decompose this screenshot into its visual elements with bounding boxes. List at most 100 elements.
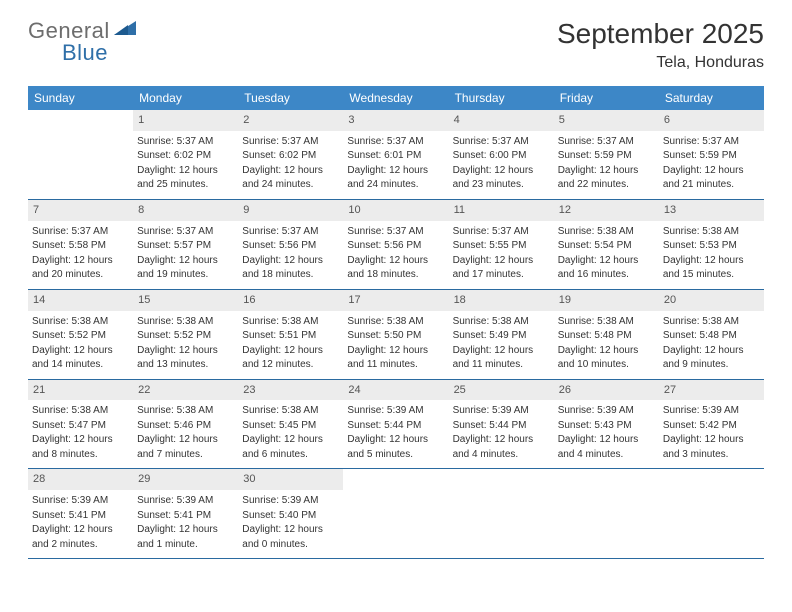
day-number: 14 bbox=[28, 290, 133, 311]
sunset-line: Sunset: 5:47 PM bbox=[32, 419, 129, 433]
location: Tela, Honduras bbox=[557, 54, 764, 72]
sunset-line: Sunset: 5:55 PM bbox=[453, 239, 550, 253]
daylight-line: Daylight: 12 hours bbox=[453, 164, 550, 178]
day-cell: 14Sunrise: 5:38 AMSunset: 5:52 PMDayligh… bbox=[28, 290, 133, 379]
daylight-line: Daylight: 12 hours bbox=[558, 344, 655, 358]
sunset-line: Sunset: 5:53 PM bbox=[663, 239, 760, 253]
sunrise-line: Sunrise: 5:37 AM bbox=[453, 225, 550, 239]
sunset-line: Sunset: 5:57 PM bbox=[137, 239, 234, 253]
day-number: 1 bbox=[133, 110, 238, 131]
sunset-line: Sunset: 5:59 PM bbox=[558, 149, 655, 163]
daylight-line: Daylight: 12 hours bbox=[453, 433, 550, 447]
sunrise-line: Sunrise: 5:38 AM bbox=[663, 315, 760, 329]
daylight-line: Daylight: 12 hours bbox=[558, 254, 655, 268]
daylight-line: Daylight: 12 hours bbox=[137, 523, 234, 537]
daylight-line-2: and 8 minutes. bbox=[32, 448, 129, 462]
day-number: 17 bbox=[343, 290, 448, 311]
sunrise-line: Sunrise: 5:37 AM bbox=[32, 225, 129, 239]
sunset-line: Sunset: 5:40 PM bbox=[242, 509, 339, 523]
sunrise-line: Sunrise: 5:39 AM bbox=[558, 404, 655, 418]
week-row: 14 Sunrise: 5:38 AM Sunset: 5:52 PM Dayligh… bbox=[28, 290, 764, 380]
sunrise-line: Sunrise: 5:38 AM bbox=[558, 225, 655, 239]
week-row: 28Sunrise: 5:39 AMSunset: 5:41 PMDayligh… bbox=[28, 469, 764, 559]
sunset-line: Sunset: 5:48 PM bbox=[663, 329, 760, 343]
sunrise-line: Sunrise: 5:38 AM bbox=[453, 315, 550, 329]
day-number: 24 bbox=[343, 380, 448, 401]
sunrise-line: Sunrise: 5:39 AM bbox=[137, 494, 234, 508]
daylight-line: Daylight: 12 hours bbox=[453, 254, 550, 268]
day-cell: 19Sunrise: 5:38 AMSunset: 5:48 PMDayligh… bbox=[554, 290, 659, 379]
daylight-line-2: and 11 minutes. bbox=[347, 358, 444, 372]
day-cell: 2Sunrise: 5:37 AMSunset: 6:02 PMDaylight… bbox=[238, 110, 343, 199]
sunrise-line: Sunrise: 5:37 AM bbox=[137, 225, 234, 239]
sunset-line: Sunset: 5:58 PM bbox=[32, 239, 129, 253]
sunrise-line: Sunrise: 5:39 AM bbox=[663, 404, 760, 418]
sunset-line: Sunset: 5:42 PM bbox=[663, 419, 760, 433]
daylight-line-2: and 6 minutes. bbox=[242, 448, 339, 462]
day-cell: 18Sunrise: 5:38 AMSunset: 5:49 PMDayligh… bbox=[449, 290, 554, 379]
daylight-line: Daylight: 12 hours bbox=[137, 164, 234, 178]
sunset-line: Sunset: 6:02 PM bbox=[137, 149, 234, 163]
day-number: 2 bbox=[238, 110, 343, 131]
day-number: 3 bbox=[343, 110, 448, 131]
day-cell: 28Sunrise: 5:39 AMSunset: 5:41 PMDayligh… bbox=[28, 469, 133, 558]
daylight-line-2: and 18 minutes. bbox=[242, 268, 339, 282]
day-cell: 25Sunrise: 5:39 AMSunset: 5:44 PMDayligh… bbox=[449, 380, 554, 469]
daylight-line: Daylight: 12 hours bbox=[242, 344, 339, 358]
daylight-line: Daylight: 12 hours bbox=[347, 254, 444, 268]
sunset-line: Sunset: 5:43 PM bbox=[558, 419, 655, 433]
day-cell: 22Sunrise: 5:38 AMSunset: 5:46 PMDayligh… bbox=[133, 380, 238, 469]
sunrise-line: Sunrise: 5:39 AM bbox=[453, 404, 550, 418]
sunrise-line: Sunrise: 5:38 AM bbox=[242, 404, 339, 418]
daylight-line-2: and 16 minutes. bbox=[558, 268, 655, 282]
daylight-line-2: and 18 minutes. bbox=[347, 268, 444, 282]
sunset-line: Sunset: 5:52 PM bbox=[137, 329, 234, 343]
daylight-line: Daylight: 12 hours bbox=[663, 433, 760, 447]
daylight-line-2: and 20 minutes. bbox=[32, 268, 129, 282]
day-cell: . bbox=[659, 469, 764, 558]
daylight-line: Daylight: 12 hours bbox=[242, 523, 339, 537]
month-title: September 2025 bbox=[557, 18, 764, 50]
sunset-line: Sunset: 5:41 PM bbox=[32, 509, 129, 523]
day-cell: . bbox=[343, 469, 448, 558]
day-cell: 11Sunrise: 5:37 AMSunset: 5:55 PMDayligh… bbox=[449, 200, 554, 289]
calendar-grid: SundayMondayTuesdayWednesdayThursdayFrid… bbox=[28, 86, 764, 559]
daylight-line: Daylight: 12 hours bbox=[242, 254, 339, 268]
day-cell: 13Sunrise: 5:38 AMSunset: 5:53 PMDayligh… bbox=[659, 200, 764, 289]
day-number: 22 bbox=[133, 380, 238, 401]
day-cell: 21Sunrise: 5:38 AMSunset: 5:47 PMDayligh… bbox=[28, 380, 133, 469]
dow-cell: Friday bbox=[554, 86, 659, 110]
sunrise-line: Sunrise: 5:38 AM bbox=[347, 315, 444, 329]
day-cell: 26Sunrise: 5:39 AMSunset: 5:43 PMDayligh… bbox=[554, 380, 659, 469]
day-cell: 10Sunrise: 5:37 AMSunset: 5:56 PMDayligh… bbox=[343, 200, 448, 289]
daylight-line-2: and 13 minutes. bbox=[137, 358, 234, 372]
sunrise-line: Sunrise: 5:37 AM bbox=[453, 135, 550, 149]
dow-cell: Sunday bbox=[28, 86, 133, 110]
day-number: 27 bbox=[659, 380, 764, 401]
sunset-line: Sunset: 5:52 PM bbox=[32, 329, 129, 343]
sunrise-line: Sunrise: 5:38 AM bbox=[32, 404, 129, 418]
logo-text-blue: Blue bbox=[62, 40, 108, 65]
daylight-line-2: and 24 minutes. bbox=[347, 178, 444, 192]
day-number: 13 bbox=[659, 200, 764, 221]
sunrise-line: Sunrise: 5:39 AM bbox=[32, 494, 129, 508]
day-cell: 20Sunrise: 5:38 AMSunset: 5:48 PMDayligh… bbox=[659, 290, 764, 379]
day-number: 7 bbox=[28, 200, 133, 221]
sunset-line: Sunset: 5:45 PM bbox=[242, 419, 339, 433]
sunset-line: Sunset: 5:48 PM bbox=[558, 329, 655, 343]
day-cell: . bbox=[28, 110, 133, 199]
daylight-line-2: and 14 minutes. bbox=[32, 358, 129, 372]
day-cell: 24Sunrise: 5:39 AMSunset: 5:44 PMDayligh… bbox=[343, 380, 448, 469]
sunset-line: Sunset: 6:01 PM bbox=[347, 149, 444, 163]
daylight-line-2: and 4 minutes. bbox=[453, 448, 550, 462]
day-cell: 4Sunrise: 5:37 AMSunset: 6:00 PMDaylight… bbox=[449, 110, 554, 199]
daylight-line: Daylight: 12 hours bbox=[32, 433, 129, 447]
day-number: 19 bbox=[554, 290, 659, 311]
daylight-line-2: and 21 minutes. bbox=[663, 178, 760, 192]
day-of-week-row: SundayMondayTuesdayWednesdayThursdayFrid… bbox=[28, 86, 764, 110]
daylight-line-2: and 23 minutes. bbox=[453, 178, 550, 192]
daylight-line: Daylight: 12 hours bbox=[242, 164, 339, 178]
daylight-line: Daylight: 12 hours bbox=[347, 164, 444, 178]
dow-cell: Thursday bbox=[449, 86, 554, 110]
daylight-line: Daylight: 12 hours bbox=[663, 344, 760, 358]
